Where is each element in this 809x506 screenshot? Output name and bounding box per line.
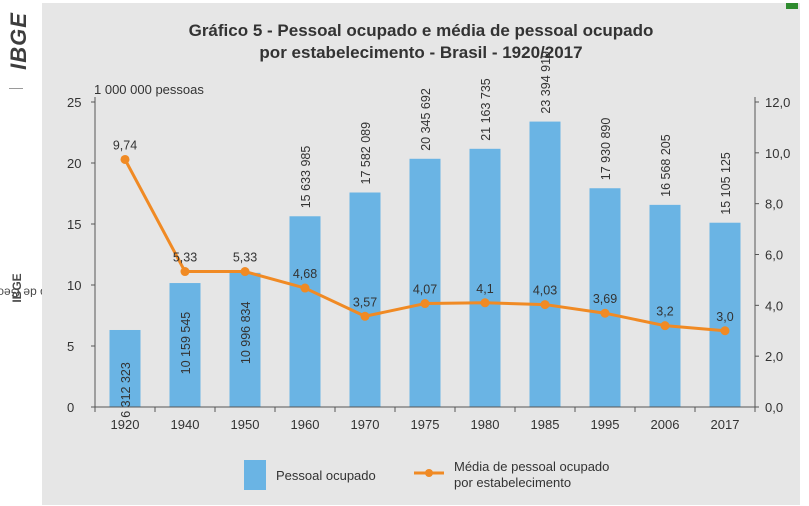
bar-value-label: 20 345 692 [419,88,433,151]
line-value-label: 4,1 [476,282,493,296]
bar-value-label: 10 159 545 [179,312,193,375]
bar [709,222,741,407]
x-axis-tick-label: 2017 [711,417,740,432]
line-value-label: 5,33 [233,251,257,265]
left-axis-unit-label: 1 000 000 pessoas [94,82,204,97]
right-axis-tick-label: 8,0 [765,197,783,212]
bar [649,204,681,407]
x-axis-tick-label: 1985 [531,417,560,432]
sidebar: IBGE Instituto Brasileiro de Geografia e… [0,0,135,506]
left-axis: 0 5 10 15 20 25 [67,95,96,415]
x-axis: 1920 1940 1950 1960 1970 1975 1980 1985 1995 2006… [94,406,756,432]
left-axis-tick-label: 10 [67,278,81,293]
bar [349,192,381,407]
bar [289,216,321,407]
x-axis-tick-label: 2006 [651,417,680,432]
bar-series: 6 312 323 10 159 545 10 996 834 15 633 985 1… [109,51,741,418]
bar [469,148,501,407]
bar-value-label: 21 163 735 [479,78,493,141]
x-axis-tick-label: 1970 [351,417,380,432]
right-axis-tick-label: 2,0 [765,349,783,364]
x-axis-tick-label: 1940 [171,417,200,432]
left-axis-tick-label: 15 [67,217,81,232]
line-point [720,326,730,336]
line-value-label: 3,69 [593,292,617,306]
legend-line-label: Média de pessoal ocupado por estabelecim… [454,459,610,490]
legend-bar-swatch [244,460,266,490]
line-series: 9,74 5,33 5,33 4,68 3,57 4,07 4,1 4,03 3,69 3,2 3,… [113,138,734,336]
line-value-label: 9,74 [113,138,137,152]
x-axis-tick-label: 1960 [291,417,320,432]
x-axis-tick-label: 1995 [591,417,620,432]
bar [529,121,561,408]
chart-title: Gráfico 5 - Pessoal ocupado e média de p… [42,20,800,64]
line-point [660,321,670,331]
bar [169,283,201,407]
right-axis: 0,0 2,0 4,0 6,0 8,0 10,0 12,0 [754,95,790,415]
line-point [120,154,130,164]
right-axis-tick-label: 10,0 [765,146,790,161]
left-axis-tick-label: 20 [67,156,81,171]
line-point [420,299,430,309]
bar [109,329,141,407]
line-point [600,308,610,318]
sidebar-divider [9,88,23,89]
chart-title-line-1: Gráfico 5 - Pessoal ocupado e média de p… [188,21,654,40]
line-value-label: 4,68 [293,267,317,281]
line-point [480,298,490,308]
line-point [180,267,190,277]
line-value-label: 5,33 [173,251,197,265]
line-value-label: 3,57 [353,295,377,309]
bar-value-label: 15 105 125 [719,152,733,215]
right-axis-tick-label: 12,0 [765,95,790,110]
x-axis-tick-label: 1980 [471,417,500,432]
bar-value-label: 16 568 205 [659,134,673,197]
line-point [300,283,310,293]
bar-value-label: 17 582 089 [359,122,373,185]
left-axis-tick-label: 0 [67,400,74,415]
line-point [540,300,550,310]
line-value-label: 4,03 [533,284,557,298]
line-value-label: 3,0 [716,310,733,324]
bar-value-label: 23 394 919 [539,51,553,114]
line-point [360,311,370,321]
legend-line-swatch [414,469,444,477]
bar [409,158,441,407]
bar [229,272,261,407]
line-value-label: 3,2 [656,305,673,319]
bar-value-label: 6 312 323 [119,362,133,418]
x-axis-tick-label: 1950 [231,417,260,432]
left-axis-tick-label: 5 [67,339,74,354]
bar-value-label: 17 930 890 [599,118,613,181]
x-axis-tick-label: 1975 [411,417,440,432]
right-axis-tick-label: 0,0 [765,400,783,415]
x-axis-tick-label: 1920 [111,417,140,432]
chart-title-line-2: por estabelecimento - Brasil - 1920/2017 [259,43,583,62]
right-axis-tick-label: 4,0 [765,298,783,313]
right-axis-tick-label: 6,0 [765,248,783,263]
left-axis-tick-label: 25 [67,95,81,110]
bar [589,188,621,407]
flag-icon [786,3,798,9]
line-point [240,267,250,277]
bar-value-label: 15 633 985 [299,146,313,209]
bar-value-label: 10 996 834 [239,302,253,365]
legend-bar-label: Pessoal ocupado [276,468,376,483]
line-value-label: 4,07 [413,283,437,297]
